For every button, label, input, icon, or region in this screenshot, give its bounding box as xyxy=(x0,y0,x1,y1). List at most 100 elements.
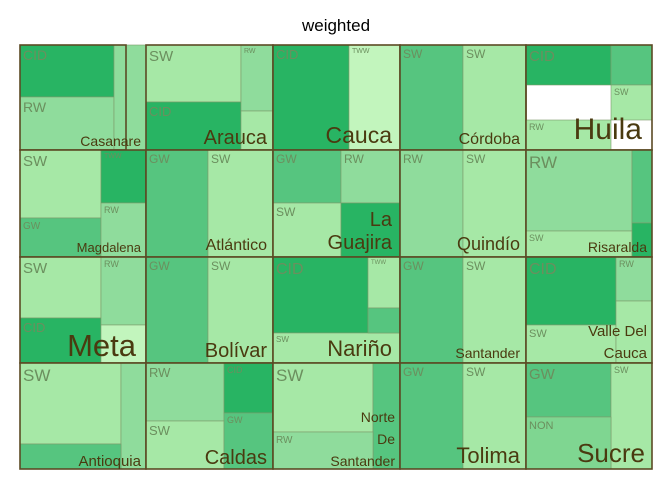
cell-label: GW xyxy=(149,152,170,166)
cell-label: CID xyxy=(529,261,557,278)
treemap-cell xyxy=(525,230,633,258)
treemap-cell xyxy=(340,149,401,204)
cell-label: SW xyxy=(211,259,231,273)
region-cauca: CID TWW Cauca xyxy=(272,44,401,151)
region-label: Bolívar xyxy=(205,340,268,362)
cell-label: TWW xyxy=(371,260,386,266)
region-label: Risaralda xyxy=(588,239,647,255)
treemap-cell xyxy=(272,149,342,204)
treemap-cell xyxy=(525,149,633,232)
cell-label: CID xyxy=(529,48,555,65)
region-label: Sucre xyxy=(577,438,645,468)
cell-label: SW xyxy=(23,366,50,385)
cell-label: SW xyxy=(466,259,486,273)
region-label: Córdoba xyxy=(459,131,520,148)
cell-label: CID xyxy=(23,320,45,335)
region-label: Quindío xyxy=(457,234,520,254)
region-label: Casanare xyxy=(80,133,141,149)
region-border xyxy=(525,362,653,470)
treemap-cell xyxy=(462,256,527,364)
cell-label: RW xyxy=(619,259,634,269)
region-label: Nariño xyxy=(327,336,392,361)
region-arauca: SW CID RW Arauca xyxy=(145,44,274,151)
treemap-cell xyxy=(207,256,274,364)
cell-label: SW xyxy=(466,365,486,379)
region-label: Atlántico xyxy=(206,237,267,254)
region-label: La xyxy=(370,209,393,231)
cell-label: SW xyxy=(276,335,289,344)
region-bolívar: GW SW Bolívar xyxy=(145,256,274,364)
treemap-cell xyxy=(272,202,342,258)
cell-label: SW xyxy=(466,152,486,166)
region-label: De xyxy=(377,431,395,447)
treemap-cell xyxy=(610,44,653,86)
cell-label: GW xyxy=(23,221,41,232)
treemap-cell xyxy=(272,362,374,433)
treemap-cell xyxy=(367,307,401,334)
cell-label: NON xyxy=(529,420,554,432)
region-label: Santander xyxy=(455,345,520,361)
region-label: Caldas xyxy=(205,447,267,469)
cell-label: GW xyxy=(403,365,424,379)
region-antioquia: SW Antioquia xyxy=(19,362,147,470)
cell-label: RW xyxy=(529,122,544,132)
region-valle-del-cauca: CID RW SW Valle Del Cauca xyxy=(525,256,653,364)
cell-label: SW xyxy=(149,48,174,65)
cell-label: RW xyxy=(23,99,47,115)
cell-label: SW xyxy=(276,205,296,219)
treemap-cell xyxy=(348,44,401,151)
region-label: Arauca xyxy=(204,127,268,149)
cell-label: TWW xyxy=(104,153,122,160)
region-córdoba: SW SW Córdoba xyxy=(399,44,527,151)
region-label: Magdalena xyxy=(77,240,142,255)
cell-label: GW xyxy=(276,152,297,166)
cell-label: CID xyxy=(276,261,304,278)
treemap-cell xyxy=(631,149,653,224)
cell-label: SW xyxy=(211,152,231,166)
region-magdalena: SW GW TWW RW Magdalena xyxy=(19,149,147,258)
cell-label: CID xyxy=(149,104,171,119)
region-meta: SW CID RW Meta xyxy=(19,256,147,364)
treemap-cell xyxy=(340,202,401,258)
treemap-cell xyxy=(610,362,653,470)
region-label: Huila xyxy=(574,113,643,146)
cell-label: RW xyxy=(104,205,119,215)
treemap-cell xyxy=(525,119,612,151)
treemap-cell xyxy=(272,431,374,470)
region-norte-de-santander: SW RW Norte De Santander xyxy=(272,362,401,470)
treemap-cell xyxy=(272,332,401,364)
treemap-cell xyxy=(615,300,653,364)
treemap-cell xyxy=(610,84,653,121)
cell-label: GW xyxy=(529,366,556,383)
region-caldas: RW CID SW GW Caldas xyxy=(145,362,274,470)
chart-title: weighted xyxy=(301,16,371,35)
treemap-cell xyxy=(525,416,612,470)
cell-label: CID xyxy=(227,365,243,375)
treemap-cell xyxy=(145,44,242,103)
region-casanare: CID RW Casanare xyxy=(19,44,147,151)
cell-label: SW xyxy=(149,423,171,438)
region-label: Norte xyxy=(361,409,395,425)
region-tolima: GW SW Tolima xyxy=(399,362,527,470)
treemap-cell xyxy=(399,44,464,151)
cell-label: SW xyxy=(614,365,629,375)
region-nariño: CID SW TWW Nariño xyxy=(272,256,401,364)
region-risaralda: RW SW Risaralda xyxy=(525,149,653,258)
treemap-cell xyxy=(462,362,527,470)
treemap-cell xyxy=(615,256,653,302)
region-label: Santander xyxy=(330,453,395,469)
region-label: Cauca xyxy=(604,345,648,362)
region-label: Guajira xyxy=(328,232,393,254)
treemap-cell xyxy=(223,412,274,470)
treemap-cell xyxy=(462,44,527,151)
region-label: Valle Del xyxy=(588,323,647,340)
region-sucre: GW SW NON Sucre xyxy=(525,362,653,470)
cell-label: TWW xyxy=(352,48,370,55)
cell-label: GW xyxy=(227,415,243,425)
cell-label: CID xyxy=(23,47,47,63)
cell-label: RW xyxy=(149,365,171,380)
cell-label: RW xyxy=(276,435,293,446)
cell-label: RW xyxy=(244,48,256,55)
treemap-cell xyxy=(272,256,369,334)
